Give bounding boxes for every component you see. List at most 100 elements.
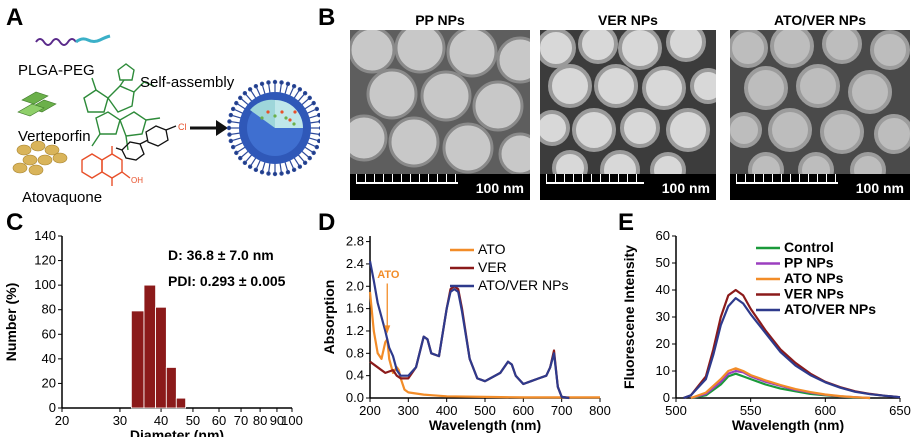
peg-spike-end — [238, 155, 243, 161]
y-axis-label: Number (%) — [3, 283, 19, 362]
chart-absorption: 0.0 0.4 0.8 1.2 1.6 2.0 2.4 2.8 200 300 400 500 600 7… — [321, 234, 611, 433]
peg-spike-end — [227, 119, 232, 124]
x-tick-label: 600 — [814, 403, 836, 418]
y-tick-label: 20 — [42, 375, 56, 390]
legend-label: ATO — [478, 241, 506, 257]
peg-spike-end — [266, 171, 271, 176]
tem-particles-ver — [540, 30, 716, 190]
x-tick-label: 500 — [474, 403, 496, 418]
plga-peg-label: PLGA-PEG — [18, 62, 95, 79]
series-line — [368, 260, 570, 400]
tem-particles-pp — [350, 30, 530, 176]
y-tick-label: 40 — [656, 282, 670, 297]
peg-spike-end — [311, 150, 316, 156]
panel-label-d: D — [318, 209, 336, 236]
y-tick-label: 100 — [34, 277, 56, 292]
tem-scalebar-atover: 100 nm — [730, 174, 910, 200]
x-tick-label: 60 — [212, 413, 226, 428]
x-tick-label: 400 — [436, 403, 458, 418]
peg-spike-end — [227, 132, 232, 137]
y-tick-label: 40 — [42, 351, 56, 366]
tem-scale-label-pp: 100 nm — [475, 180, 524, 196]
y-tick-label: 0 — [663, 390, 670, 405]
atovaquone-icon — [12, 140, 68, 176]
legend-label: Control — [784, 239, 834, 255]
verteporfin-structure — [83, 63, 161, 151]
peg-spike-end — [316, 138, 322, 144]
peg-spike-end — [242, 91, 248, 96]
peg-spike-end — [314, 144, 320, 150]
y-tick-label: 60 — [42, 326, 56, 341]
plga-peg-chain — [35, 38, 77, 46]
peg-spike-end — [253, 83, 259, 89]
peg-spike-end — [307, 155, 312, 161]
tem-title-atover: ATO/VER NPs — [773, 12, 867, 28]
tem-scale-label-ver: 100 nm — [661, 180, 710, 196]
y-tick-label: 0.4 — [346, 368, 364, 383]
peg-spike-end — [247, 87, 253, 92]
x-tick-label: 20 — [55, 413, 69, 428]
peg-spike-end — [318, 125, 324, 131]
cyclohexyl-structure — [115, 125, 177, 161]
peg-spike-end — [285, 81, 291, 87]
peg-spike-end — [228, 112, 234, 118]
y-tick-label: 50 — [656, 255, 670, 270]
x-tick-label: 800 — [589, 403, 611, 418]
histogram-bar — [175, 397, 187, 409]
x-tick-label: 80 — [253, 413, 267, 428]
peg-spike-end — [314, 106, 320, 112]
x-axis-label: Diameter (nm) — [130, 427, 224, 437]
peg-spike-end — [266, 80, 271, 85]
series-line — [369, 285, 570, 400]
peg-spike-end — [318, 119, 323, 124]
y-tick-label: 120 — [34, 253, 56, 268]
x-tick-label: 700 — [551, 403, 573, 418]
peg-spike-end — [291, 167, 297, 173]
tem-image-atover: 100 nm — [730, 30, 910, 200]
peg-spike-end — [230, 144, 236, 150]
x-tick-label: 100 — [281, 413, 303, 428]
y-tick-label: 0.8 — [346, 345, 364, 360]
peg-spike-end — [259, 81, 265, 87]
y-tick-label: 10 — [656, 363, 670, 378]
assembly-arrow — [190, 120, 228, 136]
peg-spike-end — [228, 138, 234, 144]
hydroxyl-label: OH — [131, 176, 143, 185]
y-tick-label: 0.0 — [346, 390, 364, 405]
tem-image-pp: 100 nm — [350, 30, 530, 200]
peg-spike-end — [272, 171, 278, 177]
tem-particles-atover — [730, 30, 910, 188]
x-tick-label: 550 — [740, 403, 762, 418]
tem-scalebar-ver: 100 nm — [540, 174, 716, 200]
peg-spike-end — [279, 171, 284, 176]
x-tick-label: 650 — [889, 403, 911, 418]
y-axis-label: Fluorescene Intensity — [621, 245, 637, 389]
verteporfin-label: Verteporfin — [18, 128, 91, 145]
peg-spike-end — [279, 80, 284, 85]
tem-title-pp: PP NPs — [415, 12, 465, 28]
x-tick-label: 40 — [154, 413, 168, 428]
tem-scalebar-pp: 100 nm — [350, 174, 530, 200]
peg-spike-end — [253, 167, 259, 173]
x-axis-label: Wavelength (nm) — [732, 417, 844, 433]
y-axis-label: Absorption — [321, 280, 337, 355]
legend-label: ATO NPs — [784, 270, 844, 286]
x-axis-label: Wavelength (nm) — [429, 417, 541, 433]
ato-peak-annotation: ATO — [377, 269, 400, 281]
peg-spike-end — [230, 106, 236, 112]
peg-spike-end — [297, 164, 303, 169]
mean-diameter-annotation: D: 36.8 ± 7.0 nm — [168, 247, 274, 263]
x-tick-label: 200 — [359, 403, 381, 418]
y-tick-label: 0 — [49, 400, 56, 415]
y-tick-label: 80 — [42, 302, 56, 317]
y-tick-label: 2.4 — [346, 256, 364, 271]
x-tick-label: 70 — [234, 413, 248, 428]
peg-spike-end — [234, 150, 239, 156]
peg-spike-end — [226, 125, 232, 131]
y-tick-label: 2.8 — [346, 234, 364, 249]
legend-label: ATO/VER NPs — [784, 301, 876, 317]
tem-title-ver: VER NPs — [598, 12, 658, 28]
x-tick-label: 300 — [397, 403, 419, 418]
peg-spike-end — [285, 169, 291, 175]
